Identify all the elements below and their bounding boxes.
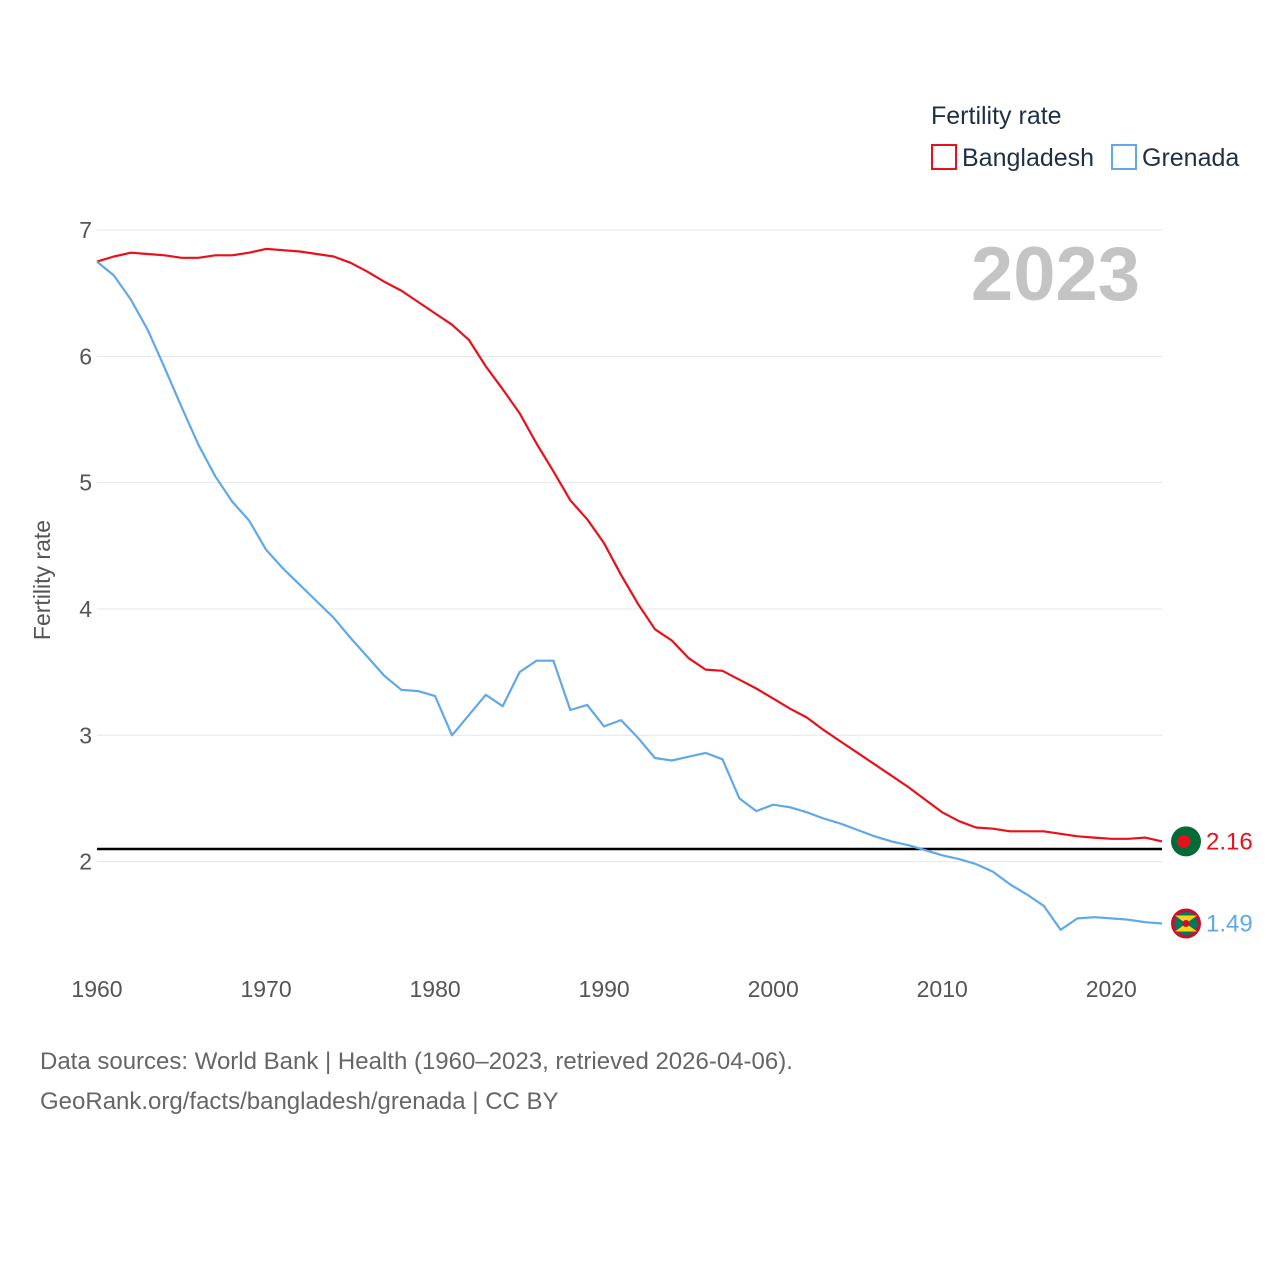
- y-axis-ticks: 2 3 4 5 6 7: [79, 217, 92, 875]
- legend-swatch-grenada[interactable]: [1111, 144, 1137, 170]
- flag-marker-bangladesh: [1171, 826, 1201, 857]
- x-tick-2000: 2000: [748, 976, 799, 1002]
- series-line-grenada[interactable]: [96, 260, 1163, 931]
- x-axis-ticks: 1960 1970 1980 1990 2000 2010 2020: [71, 976, 1136, 1002]
- chart: 2 3 4 5 6 7 1960 1970 1980 1990 2000 2010 2020 Fert…: [29, 102, 1253, 1002]
- x-tick-1980: 1980: [410, 976, 461, 1002]
- flag-marker-grenada: [1171, 908, 1201, 939]
- series-line-bangladesh[interactable]: [96, 247, 1163, 843]
- legend-label-grenada[interactable]: Grenada: [1142, 144, 1239, 172]
- source-line-1: Data sources: World Bank | Health (1960–…: [40, 1048, 793, 1075]
- end-label-bangladesh: 2.16: [1206, 828, 1253, 855]
- x-tick-1960: 1960: [71, 976, 122, 1002]
- y-tick-2: 2: [79, 849, 92, 875]
- legend: Fertility rate Bangladesh Grenada: [931, 102, 1239, 172]
- flag-triangle-top: [1175, 915, 1197, 924]
- end-label-grenada: 1.49: [1206, 910, 1253, 937]
- source-note: Data sources: World Bank | Health (1960–…: [40, 1042, 793, 1122]
- legend-title: Fertility rate: [931, 102, 1062, 130]
- y-tick-3: 3: [79, 722, 92, 748]
- y-tick-6: 6: [79, 343, 92, 369]
- legend-label-bangladesh[interactable]: Bangladesh: [962, 144, 1094, 172]
- x-tick-1970: 1970: [240, 976, 291, 1002]
- series-lines: [96, 247, 1163, 931]
- flag-triangle-bottom: [1175, 923, 1197, 932]
- year-watermark: 2023: [971, 232, 1140, 317]
- end-markers: 2.16 1.49: [1171, 826, 1253, 939]
- x-tick-1990: 1990: [579, 976, 630, 1002]
- y-tick-5: 5: [79, 470, 92, 496]
- flag-disc: [1177, 834, 1191, 848]
- flag-center: [1182, 919, 1190, 927]
- y-tick-4: 4: [79, 596, 92, 622]
- grid-lines: [97, 229, 1162, 863]
- source-line-2[interactable]: GeoRank.org/facts/bangladesh/grenada | C…: [40, 1088, 559, 1115]
- x-tick-2010: 2010: [917, 976, 968, 1002]
- legend-swatch-bangladesh[interactable]: [931, 144, 957, 170]
- y-tick-7: 7: [79, 217, 92, 243]
- x-tick-2020: 2020: [1086, 976, 1137, 1002]
- y-axis-label: Fertility rate: [29, 520, 55, 640]
